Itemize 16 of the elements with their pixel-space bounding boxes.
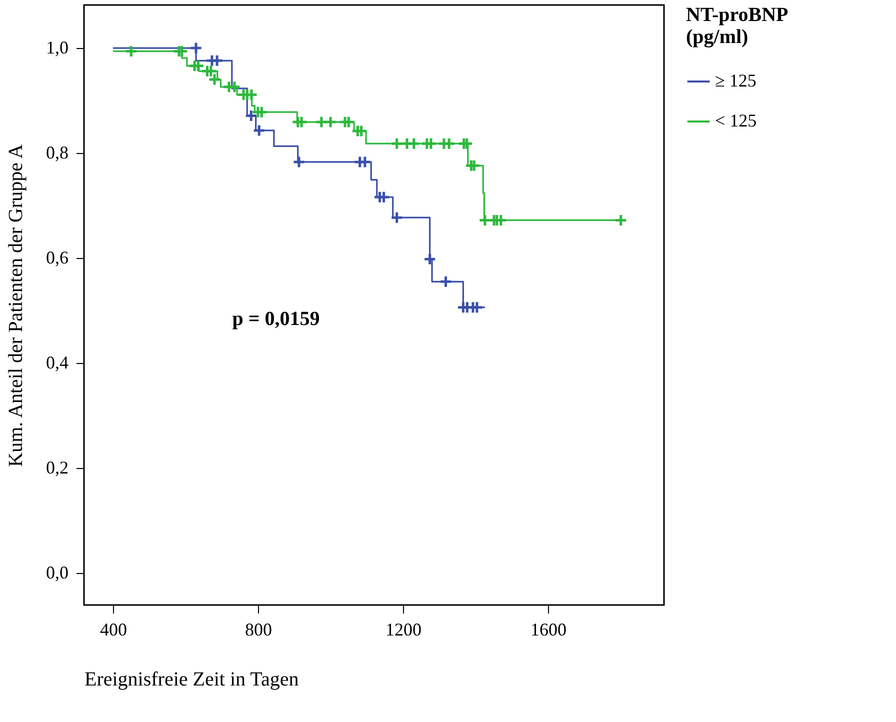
legend-title: NT-proBNP (pg/ml) bbox=[686, 4, 788, 48]
y-tick-label: 0,0 bbox=[46, 562, 68, 582]
legend-label: < 125 bbox=[715, 110, 757, 130]
y-tick-label: 0,4 bbox=[46, 352, 68, 373]
x-axis-title: Ereignisfreie Zeit in Tagen bbox=[84, 668, 299, 690]
annotation: p = 0,0159 bbox=[232, 308, 320, 330]
y-tick-label: 1,0 bbox=[46, 38, 68, 58]
y-tick-label: 0,6 bbox=[46, 248, 68, 268]
x-tick-label: 400 bbox=[100, 620, 127, 640]
x-tick-label: 1600 bbox=[530, 620, 566, 640]
y-axis-title: Kum. Anteil der Patienten der Gruppe A bbox=[5, 144, 27, 467]
y-tick-label: 0,2 bbox=[46, 457, 68, 478]
x-tick-label: 800 bbox=[245, 620, 272, 640]
x-tick-label: 1200 bbox=[386, 620, 422, 640]
y-tick-label: 0,8 bbox=[46, 142, 68, 163]
legend-label: ≥ 125 bbox=[715, 70, 756, 90]
